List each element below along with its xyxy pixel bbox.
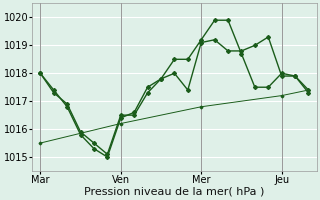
- X-axis label: Pression niveau de la mer( hPa ): Pression niveau de la mer( hPa ): [84, 187, 265, 197]
